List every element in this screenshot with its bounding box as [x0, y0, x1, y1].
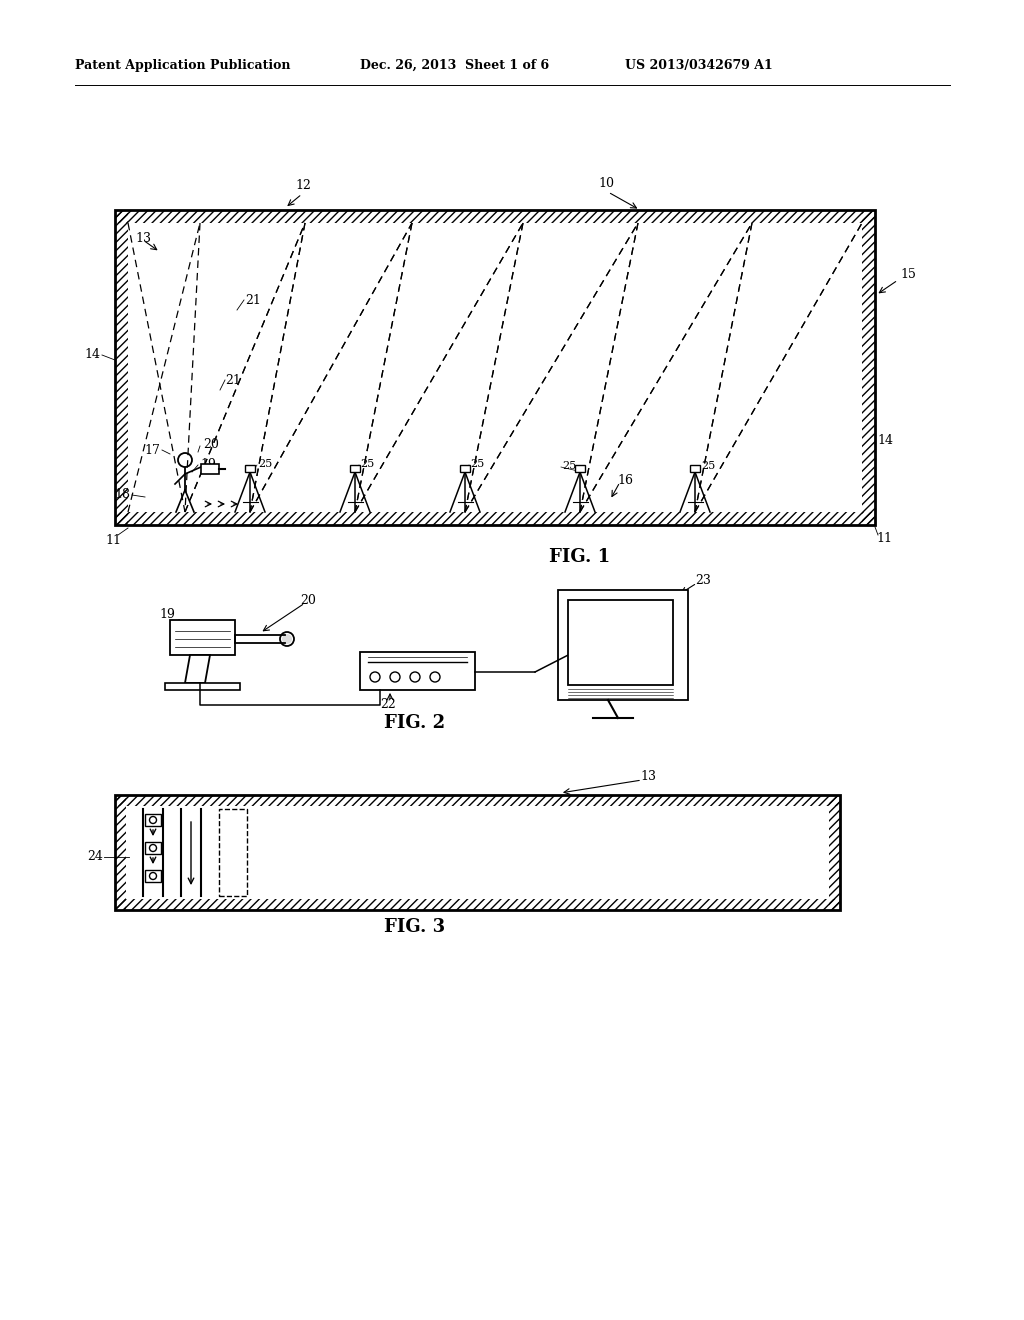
Text: 16: 16 — [617, 474, 633, 487]
Bar — [201, 465, 219, 474]
Text: US 2013/0342679 A1: US 2013/0342679 A1 — [625, 58, 773, 71]
Bar — [245, 465, 255, 473]
Text: 14: 14 — [877, 433, 893, 446]
Text: 25: 25 — [470, 459, 484, 469]
Bar — [568, 601, 673, 685]
Text: FIG. 1: FIG. 1 — [550, 548, 610, 566]
Text: 21: 21 — [245, 293, 261, 306]
Bar — [115, 512, 874, 525]
Text: 10: 10 — [598, 177, 614, 190]
Text: 15: 15 — [900, 268, 915, 281]
Bar — [145, 870, 161, 882]
Text: 25: 25 — [258, 459, 272, 469]
Circle shape — [282, 634, 292, 644]
Text: 18: 18 — [114, 488, 130, 502]
Bar — [115, 795, 840, 909]
Bar — [115, 795, 126, 909]
Polygon shape — [170, 620, 234, 655]
Bar — [829, 795, 840, 909]
Text: 22: 22 — [380, 698, 395, 711]
Text: 19: 19 — [159, 607, 175, 620]
Bar — [115, 899, 840, 909]
Text: FIG. 2: FIG. 2 — [384, 714, 445, 733]
Bar — [350, 465, 360, 473]
Bar — [115, 795, 840, 807]
Text: 13: 13 — [640, 771, 656, 784]
Text: 11: 11 — [876, 532, 892, 544]
Text: 12: 12 — [295, 180, 311, 191]
Text: Patent Application Publication: Patent Application Publication — [75, 58, 291, 71]
Bar — [219, 809, 247, 896]
Text: 11: 11 — [105, 533, 121, 546]
Bar — [145, 814, 161, 826]
Text: 19: 19 — [200, 458, 216, 471]
Bar — [558, 590, 688, 700]
Text: 25: 25 — [701, 461, 715, 471]
Text: Dec. 26, 2013  Sheet 1 of 6: Dec. 26, 2013 Sheet 1 of 6 — [360, 58, 549, 71]
Text: 20: 20 — [300, 594, 315, 606]
Bar — [115, 210, 874, 525]
Bar — [690, 465, 700, 473]
Text: FIG. 3: FIG. 3 — [384, 917, 445, 936]
Bar — [862, 210, 874, 525]
Text: 23: 23 — [695, 573, 711, 586]
Bar — [575, 465, 585, 473]
Polygon shape — [165, 682, 240, 690]
Polygon shape — [185, 655, 210, 682]
Text: 25: 25 — [562, 461, 577, 471]
Text: 21: 21 — [225, 374, 241, 387]
Text: 13: 13 — [135, 231, 151, 244]
Bar — [360, 652, 475, 690]
Bar — [115, 210, 128, 525]
Bar — [460, 465, 470, 473]
Text: 14: 14 — [84, 348, 100, 362]
Bar — [115, 210, 874, 223]
Text: 25: 25 — [360, 459, 374, 469]
Text: 17: 17 — [144, 444, 160, 457]
Text: 20: 20 — [203, 438, 219, 451]
Text: 24: 24 — [87, 850, 103, 863]
Bar — [145, 842, 161, 854]
